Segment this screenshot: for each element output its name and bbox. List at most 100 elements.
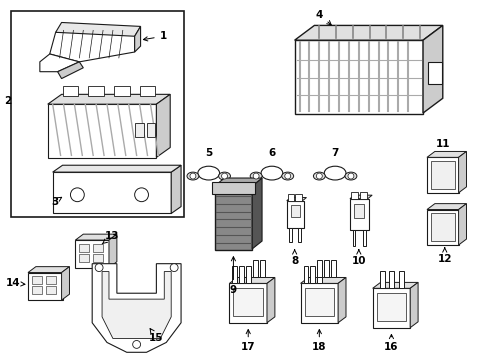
Circle shape — [221, 173, 227, 179]
Ellipse shape — [324, 166, 346, 180]
Bar — [212, 182, 255, 194]
Polygon shape — [287, 198, 306, 201]
Polygon shape — [135, 26, 141, 52]
Text: 14: 14 — [6, 278, 25, 288]
Bar — [311, 266, 316, 283]
Polygon shape — [350, 195, 372, 199]
Ellipse shape — [345, 172, 357, 180]
Ellipse shape — [314, 172, 325, 180]
Bar — [114, 86, 130, 96]
Bar — [399, 271, 404, 288]
Polygon shape — [48, 94, 170, 104]
Circle shape — [71, 188, 84, 202]
Bar — [390, 271, 394, 288]
Circle shape — [190, 173, 196, 179]
Text: 8: 8 — [291, 250, 298, 266]
Bar — [289, 228, 292, 242]
Polygon shape — [229, 278, 275, 283]
Circle shape — [170, 264, 178, 271]
Text: 2: 2 — [3, 96, 11, 106]
Bar — [88, 86, 104, 96]
Text: 4: 4 — [316, 10, 331, 25]
Polygon shape — [40, 54, 79, 72]
Bar — [380, 271, 385, 288]
Bar — [79, 254, 89, 262]
Bar — [318, 266, 322, 283]
Bar — [11, 11, 184, 217]
Ellipse shape — [261, 166, 283, 180]
Bar — [63, 86, 78, 96]
Text: 15: 15 — [149, 329, 164, 342]
Bar — [32, 276, 42, 284]
Bar — [318, 260, 322, 278]
Polygon shape — [28, 267, 70, 273]
Bar — [352, 230, 355, 246]
Bar — [46, 286, 56, 294]
Polygon shape — [373, 282, 418, 288]
Bar — [232, 266, 237, 283]
Text: 12: 12 — [438, 248, 452, 264]
Polygon shape — [294, 26, 443, 40]
Circle shape — [348, 173, 354, 179]
Text: 10: 10 — [352, 250, 366, 266]
Text: 7: 7 — [331, 148, 339, 158]
Bar — [294, 40, 423, 114]
Text: 18: 18 — [312, 330, 326, 352]
Text: 17: 17 — [241, 330, 256, 352]
Ellipse shape — [198, 166, 220, 180]
Polygon shape — [459, 152, 466, 193]
Text: 1: 1 — [144, 31, 167, 41]
Bar — [287, 201, 303, 228]
Bar — [246, 266, 251, 283]
Bar — [295, 194, 302, 201]
Polygon shape — [300, 278, 346, 283]
Polygon shape — [56, 22, 141, 36]
Bar — [360, 192, 367, 199]
Bar — [93, 244, 103, 252]
Ellipse shape — [282, 172, 294, 180]
Text: 3: 3 — [51, 197, 62, 207]
Text: 11: 11 — [436, 139, 450, 149]
Circle shape — [135, 188, 148, 202]
Polygon shape — [427, 152, 466, 157]
Bar — [300, 283, 338, 323]
Polygon shape — [156, 94, 170, 157]
Bar — [331, 260, 336, 278]
Text: 13: 13 — [102, 231, 119, 244]
Bar — [291, 206, 299, 217]
Ellipse shape — [187, 172, 199, 180]
Bar — [215, 186, 252, 250]
Bar — [377, 293, 406, 321]
Bar — [233, 288, 263, 316]
Polygon shape — [92, 264, 181, 352]
Bar — [350, 199, 368, 230]
Bar — [135, 123, 144, 137]
Text: 5: 5 — [205, 148, 212, 158]
Bar — [288, 194, 294, 201]
Bar — [431, 161, 455, 189]
Ellipse shape — [250, 172, 262, 180]
Bar — [140, 86, 155, 96]
Bar — [303, 266, 309, 283]
Bar — [373, 288, 410, 328]
Polygon shape — [49, 26, 135, 62]
Bar — [363, 230, 366, 246]
Bar — [304, 288, 334, 316]
Bar — [427, 157, 459, 193]
Circle shape — [317, 173, 322, 179]
Bar — [53, 172, 171, 213]
Bar — [427, 210, 459, 245]
Polygon shape — [410, 282, 418, 328]
Circle shape — [133, 341, 141, 348]
Polygon shape — [423, 26, 443, 113]
Bar — [46, 276, 56, 284]
Bar — [229, 283, 267, 323]
Bar — [147, 123, 155, 137]
Circle shape — [253, 173, 259, 179]
Polygon shape — [338, 278, 346, 323]
Bar — [253, 260, 258, 278]
Polygon shape — [267, 278, 275, 323]
Polygon shape — [459, 204, 466, 245]
Polygon shape — [62, 267, 70, 300]
Polygon shape — [53, 165, 181, 172]
